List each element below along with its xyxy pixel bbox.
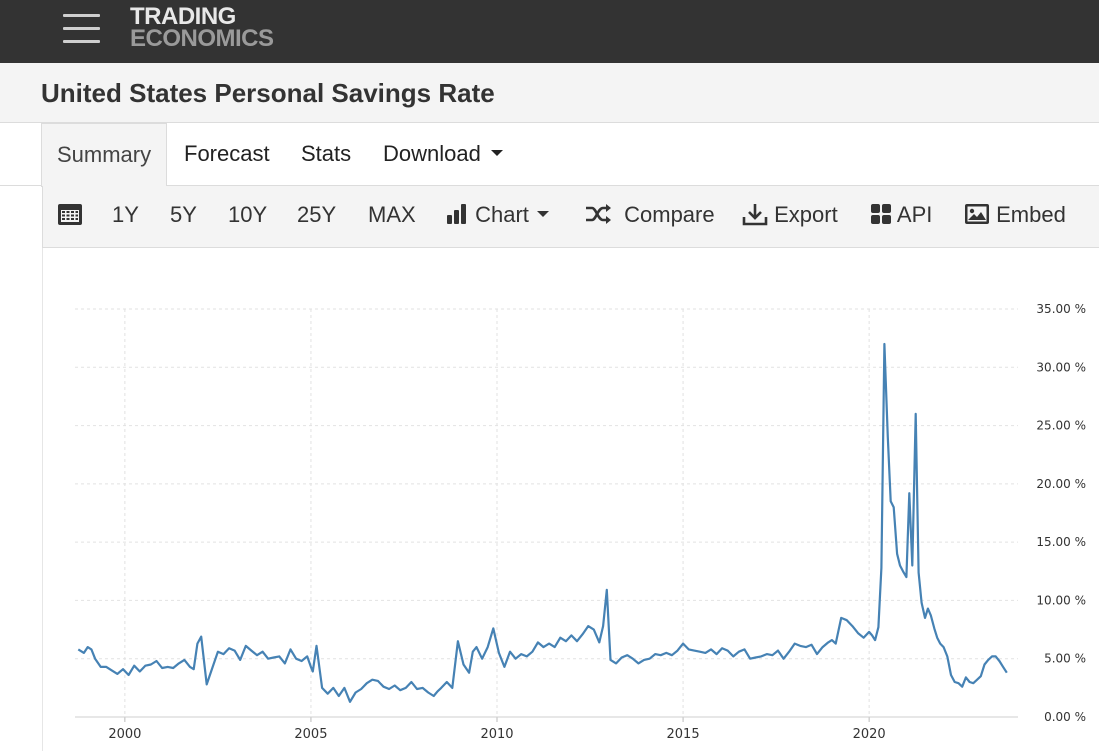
savings-rate-chart[interactable]: 35.00 % 30.00 % 25.00 % 20.00 % 15.00 % 10.00… xyxy=(43,248,1099,751)
y-tick-label: 25.00 % xyxy=(1036,419,1086,433)
series-line xyxy=(77,342,1008,703)
logo-line2: ECONOMICS xyxy=(130,25,274,52)
chart-type-label: Chart xyxy=(475,202,529,227)
compare-label: Compare xyxy=(624,202,715,227)
api-button[interactable]: API xyxy=(870,186,932,244)
range-10y-button[interactable]: 10Y xyxy=(228,202,268,227)
image-icon xyxy=(965,204,989,225)
embed-label: Embed xyxy=(996,202,1066,227)
y-tick-label: 10.00 % xyxy=(1036,593,1086,607)
logo-line1: TRADING xyxy=(130,3,236,30)
chart-area: 35.00 % 30.00 % 25.00 % 20.00 % 15.00 % 10.00… xyxy=(42,248,1099,751)
tab-label: Stats xyxy=(301,141,352,166)
calendar-button[interactable] xyxy=(57,186,83,244)
top-navbar: TRADING ECONOMICS xyxy=(0,0,1099,63)
tab-forecast[interactable]: Forecast xyxy=(169,123,285,185)
x-tick-label: 2010 xyxy=(480,727,513,742)
grid-icon xyxy=(871,204,891,225)
tab-label: Forecast xyxy=(184,141,270,166)
export-button[interactable]: Export xyxy=(742,186,838,244)
download-icon xyxy=(742,204,768,226)
compare-button[interactable]: Compare xyxy=(584,186,715,244)
chart-type-button[interactable]: Chart xyxy=(445,186,549,244)
range-25y-button[interactable]: 25Y xyxy=(297,202,337,227)
y-tick-label: 35.00 % xyxy=(1036,302,1086,316)
caret-down-icon xyxy=(536,211,549,218)
embed-button[interactable]: Embed xyxy=(964,186,1066,244)
calendar-icon xyxy=(58,204,82,226)
range-5y-button[interactable]: 5Y xyxy=(170,202,197,227)
bar-chart-icon xyxy=(447,204,466,225)
logo[interactable]: TRADING ECONOMICS xyxy=(130,3,274,52)
menu-icon[interactable] xyxy=(63,14,100,44)
shuffle-icon xyxy=(586,204,611,225)
range-1y-button[interactable]: 1Y xyxy=(112,202,139,227)
tab-stats[interactable]: Stats xyxy=(286,123,366,185)
chart-toolbar: 1Y 5Y 10Y 25Y MAX Chart Compare Export xyxy=(42,186,1099,248)
tab-summary[interactable]: Summary xyxy=(41,123,168,187)
caret-down-icon xyxy=(490,150,503,157)
y-tick-label: 0.00 % xyxy=(1044,710,1086,724)
x-tick-label: 2020 xyxy=(853,727,886,742)
export-label: Export xyxy=(774,202,838,227)
y-tick-label: 30.00 % xyxy=(1036,360,1086,374)
range-max-button[interactable]: MAX xyxy=(368,202,416,227)
title-bar: United States Personal Savings Rate xyxy=(0,63,1099,123)
tab-label: Summary xyxy=(57,142,152,167)
x-tick-label: 2015 xyxy=(667,727,700,742)
y-tick-label: 20.00 % xyxy=(1036,477,1086,491)
tab-download[interactable]: Download xyxy=(368,123,518,185)
page-title: United States Personal Savings Rate xyxy=(41,78,495,108)
y-tick-label: 5.00 % xyxy=(1044,652,1086,666)
x-tick-label: 2005 xyxy=(294,727,327,742)
tab-label: Download xyxy=(383,141,481,166)
y-tick-label: 15.00 % xyxy=(1036,535,1086,549)
api-label: API xyxy=(896,202,933,227)
tab-bar: Summary Forecast Stats Download xyxy=(0,123,1099,187)
x-tick-label: 2000 xyxy=(108,727,141,742)
